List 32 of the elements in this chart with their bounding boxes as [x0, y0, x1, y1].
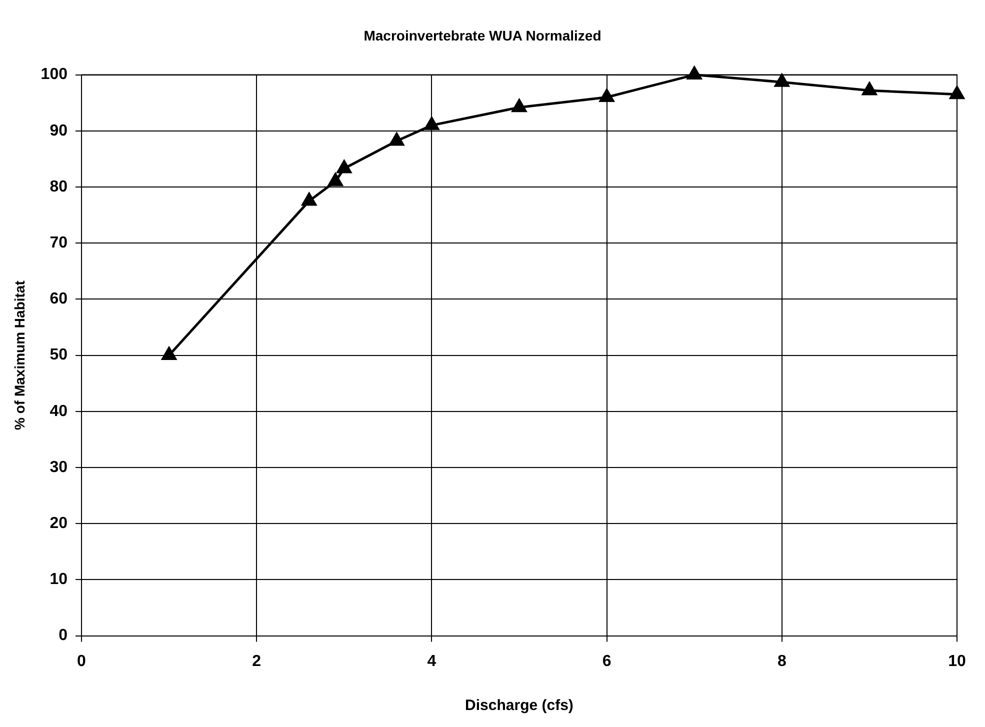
point	[424, 117, 440, 130]
x-tick-label: 2	[252, 652, 262, 670]
point	[389, 132, 404, 146]
point	[302, 192, 316, 206]
x-tick-label: 8	[777, 652, 786, 670]
y-tick-label: 60	[50, 290, 68, 308]
y-tick-label: 0	[58, 627, 68, 644]
y-tick-label: 10	[50, 571, 68, 588]
x-tick-label: 10	[948, 652, 966, 670]
point	[687, 66, 702, 80]
point	[774, 74, 790, 87]
point	[950, 86, 964, 100]
y-tick-label: 20	[50, 515, 68, 532]
x-tick-label: 6	[602, 652, 612, 670]
y-tick-label: 90	[50, 122, 68, 140]
point	[328, 173, 343, 186]
y-axis-title: % of Maximum Habitat	[11, 280, 28, 430]
y-tick-label: 70	[50, 234, 68, 252]
y-tick-label: 100	[40, 66, 68, 84]
x-tick-label: 4	[427, 652, 436, 670]
point	[162, 347, 176, 360]
x-tick-label: 0	[77, 652, 86, 670]
y-tick-label: 50	[50, 346, 68, 364]
point	[512, 99, 527, 112]
x-axis-title: Discharge (cfs)	[465, 697, 574, 714]
point	[599, 88, 614, 102]
y-tick-label: 30	[50, 458, 68, 476]
chart-title: Macroinvertebrate WUA Normalized	[364, 27, 602, 44]
point	[336, 160, 352, 174]
y-tick-label: 40	[50, 402, 68, 420]
y-tick-label: 80	[50, 178, 68, 196]
point	[862, 82, 877, 96]
